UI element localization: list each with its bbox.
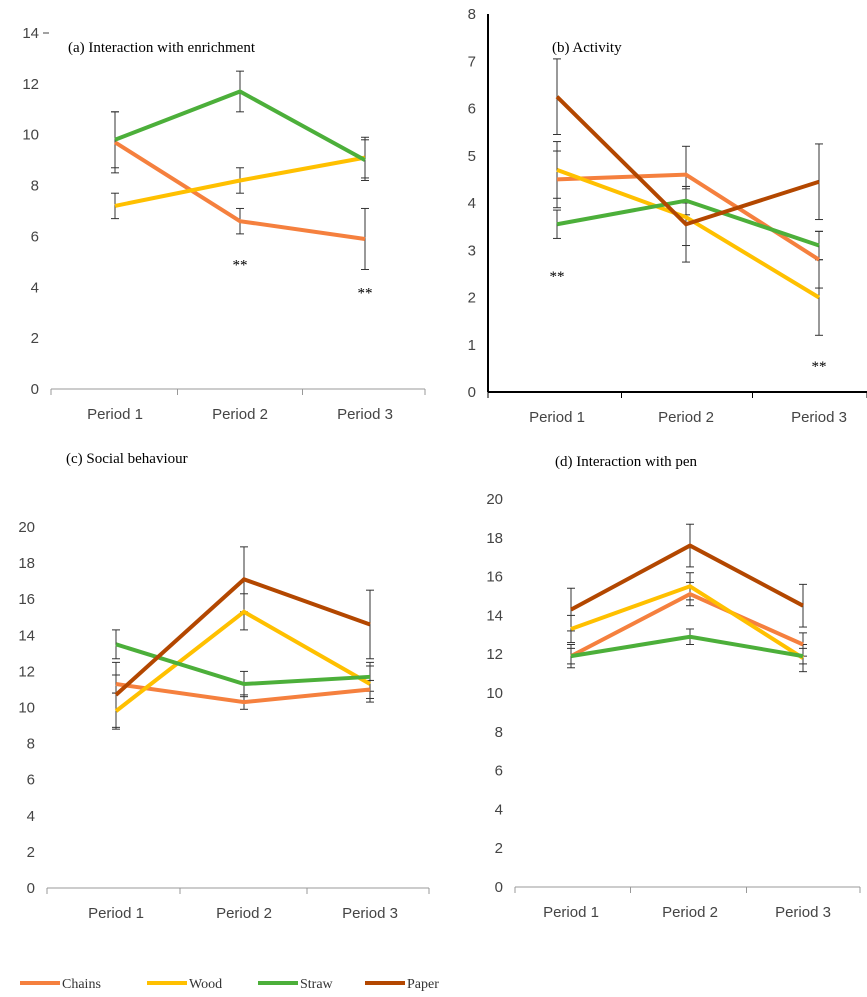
y-tick-label: 2 xyxy=(468,290,476,307)
y-tick-label: 8 xyxy=(495,724,503,741)
x-tick-label: Period 2 xyxy=(212,406,268,423)
y-tick-label: 12 xyxy=(486,646,503,663)
x-tick-label: Period 3 xyxy=(342,905,398,922)
x-tick-label: Period 1 xyxy=(529,409,585,426)
significance-marker: ** xyxy=(812,359,827,375)
y-tick-label: 10 xyxy=(486,685,503,702)
y-tick-label: 4 xyxy=(31,279,39,296)
x-tick-label: Period 1 xyxy=(543,904,599,921)
y-tick-label: 20 xyxy=(486,491,503,508)
y-tick-label: 2 xyxy=(31,330,39,347)
panel-activity: (b) Activity 0 1 2 3 4 5 6 7 8 Period 1 Period 2 Pe… xyxy=(468,6,867,426)
series-line-wood xyxy=(114,155,366,208)
y-tick-label: 6 xyxy=(27,772,35,789)
x-tick-label: Period 2 xyxy=(658,409,714,426)
y-tick-label: 16 xyxy=(18,591,35,608)
y-tick-label: 7 xyxy=(468,53,476,70)
y-tick-label: 3 xyxy=(468,242,476,259)
y-tick-label: 14 xyxy=(486,607,503,624)
legend-label-paper: Paper xyxy=(407,977,439,992)
y-tick-label: 4 xyxy=(468,195,476,212)
series-line-paper xyxy=(114,577,371,697)
panel-title: (d) Interaction with pen xyxy=(555,454,698,470)
x-tick-label: Period 1 xyxy=(88,905,144,922)
y-tick-label: 8 xyxy=(31,178,39,195)
significance-marker: ** xyxy=(233,257,248,273)
panel-interaction-with-pen: (d) Interaction with pen 0 2 4 6 8 10 12 14 16 18… xyxy=(486,454,861,921)
y-tick-label: 6 xyxy=(31,228,39,245)
x-tick-label: Period 3 xyxy=(337,406,393,423)
y-tick-label: 6 xyxy=(468,101,476,118)
series-line-wood xyxy=(114,609,371,713)
panel-interaction-with-enrichment: (a) Interaction with enrichment 0 2 4 6 8 10 1… xyxy=(22,25,426,423)
y-tick-label: 8 xyxy=(27,736,35,753)
y-tick-label: 14 xyxy=(18,627,35,644)
x-tick-label: Period 1 xyxy=(87,406,143,423)
series-line-straw xyxy=(114,89,366,162)
series-line-straw xyxy=(556,198,820,248)
y-tick-label: 20 xyxy=(18,519,35,536)
y-tick-label: 2 xyxy=(495,840,503,857)
y-tick-label: 0 xyxy=(31,381,39,398)
panel-social-behaviour: (c) Social behaviour 0 2 4 6 8 10 12 14 16 18 20 Pe… xyxy=(18,451,430,922)
y-tick-label: 12 xyxy=(18,663,35,680)
series-line-chains xyxy=(570,591,804,658)
x-tick-label: Period 3 xyxy=(775,904,831,921)
series-line-wood xyxy=(570,584,805,660)
y-tick-label: 12 xyxy=(22,76,39,93)
y-tick-label: 1 xyxy=(468,337,476,354)
series-line-paper xyxy=(555,95,820,227)
y-tick-label: 10 xyxy=(22,127,39,144)
y-tick-label: 18 xyxy=(18,555,35,572)
y-tick-label: 8 xyxy=(468,6,476,23)
series-line-chains xyxy=(115,682,371,705)
x-tick-label: Period 2 xyxy=(662,904,718,921)
x-tick-label: Period 2 xyxy=(216,905,272,922)
y-tick-label: 10 xyxy=(18,700,35,717)
panel-title: (a) Interaction with enrichment xyxy=(68,40,256,56)
series-line-chains xyxy=(113,140,366,241)
significance-marker: ** xyxy=(550,269,565,285)
y-tick-label: 4 xyxy=(27,808,35,825)
legend-label-straw: Straw xyxy=(300,977,334,992)
y-tick-label: 0 xyxy=(495,879,503,896)
series-line-wood xyxy=(556,168,821,300)
y-tick-label: 6 xyxy=(495,763,503,780)
series-line-straw xyxy=(570,634,804,659)
panel-title: (c) Social behaviour xyxy=(66,451,188,467)
legend-label-chains: Chains xyxy=(62,977,101,992)
series-line-paper xyxy=(570,543,804,612)
legend: Chains Wood Straw Paper xyxy=(20,977,439,992)
y-tick-label: 4 xyxy=(495,801,503,818)
y-tick-label: 14 xyxy=(22,25,39,42)
x-tick-label: Period 3 xyxy=(791,409,847,426)
y-tick-label: 16 xyxy=(486,569,503,586)
y-tick-label: 18 xyxy=(486,530,503,547)
y-tick-label: 0 xyxy=(27,880,35,897)
panel-title: (b) Activity xyxy=(552,40,622,56)
y-tick-label: 5 xyxy=(468,148,476,165)
significance-marker: ** xyxy=(358,285,373,301)
y-tick-label: 0 xyxy=(468,384,476,401)
legend-label-wood: Wood xyxy=(189,977,222,992)
y-tick-label: 2 xyxy=(27,844,35,861)
